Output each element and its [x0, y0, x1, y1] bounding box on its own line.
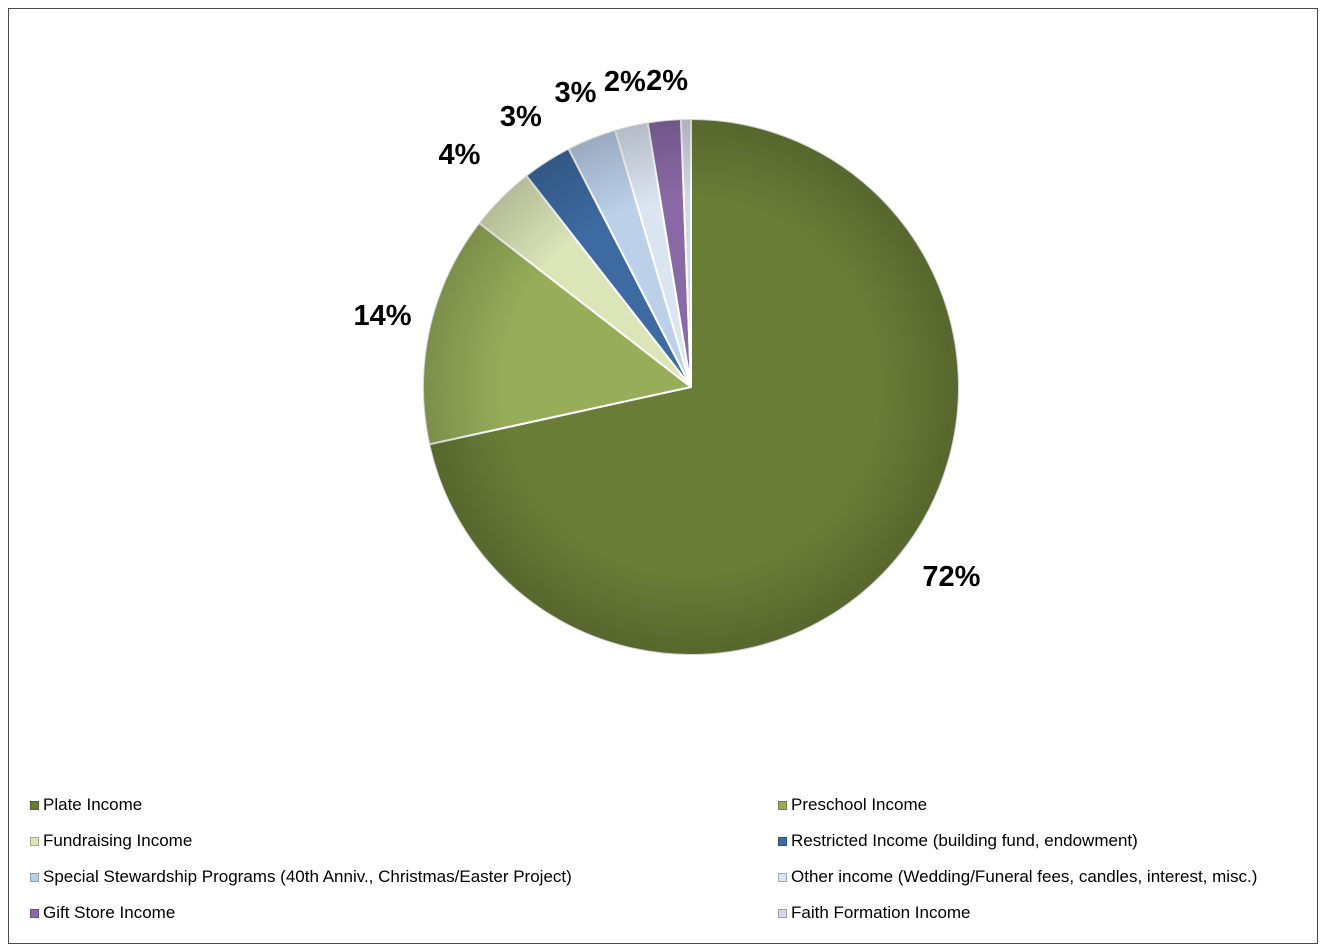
- slice-label-3: 4%: [438, 139, 480, 171]
- legend-label: Special Stewardship Programs (40th Anniv…: [43, 867, 572, 886]
- legend-item-4: Restricted Income (building fund, endowm…: [778, 831, 1138, 851]
- legend-swatch: [778, 800, 787, 810]
- legend-swatch: [30, 908, 39, 918]
- slice-labels: 72%14%4%3%3% 2% 2%: [353, 65, 980, 593]
- legend-label: Preschool Income: [791, 795, 928, 814]
- legend-swatch: [778, 836, 787, 846]
- legend-swatch: [30, 800, 39, 810]
- legend-label: Gift Store Income: [43, 903, 176, 922]
- legend-item-5: Special Stewardship Programs (40th Anniv…: [30, 867, 572, 887]
- slice-label-4: 3%: [500, 101, 542, 133]
- pie-slices: [422, 118, 960, 656]
- legend: Plate Income Preschool Income Fundraising …: [30, 795, 1320, 935]
- legend-label: Plate Income: [43, 795, 143, 814]
- legend-label: Restricted Income (building fund, endowm…: [791, 831, 1138, 850]
- slice-label-7: 2%: [646, 65, 688, 97]
- legend-swatch: [778, 908, 787, 918]
- legend-item-2: Preschool Income: [778, 795, 927, 815]
- legend-label: Other income (Wedding/Funeral fees, cand…: [791, 867, 1258, 886]
- legend-swatch: [778, 872, 787, 882]
- legend-item-1: Plate Income: [30, 795, 142, 815]
- legend-item-3: Fundraising Income: [30, 831, 192, 851]
- legend-swatch: [30, 872, 39, 882]
- slice-label-6: 2%: [604, 66, 646, 98]
- legend-label: Fundraising Income: [43, 831, 193, 850]
- slice-label-5: 3%: [554, 77, 596, 109]
- legend-item-7: Gift Store Income: [30, 903, 175, 923]
- slice-label-1: 72%: [922, 561, 980, 593]
- legend-swatch: [30, 836, 39, 846]
- legend-item-6: Other income (Wedding/Funeral fees, cand…: [778, 867, 1257, 887]
- legend-label: Faith Formation Income: [791, 903, 971, 922]
- slice-label-2: 14%: [353, 300, 411, 332]
- legend-item-8: Faith Formation Income: [778, 903, 971, 923]
